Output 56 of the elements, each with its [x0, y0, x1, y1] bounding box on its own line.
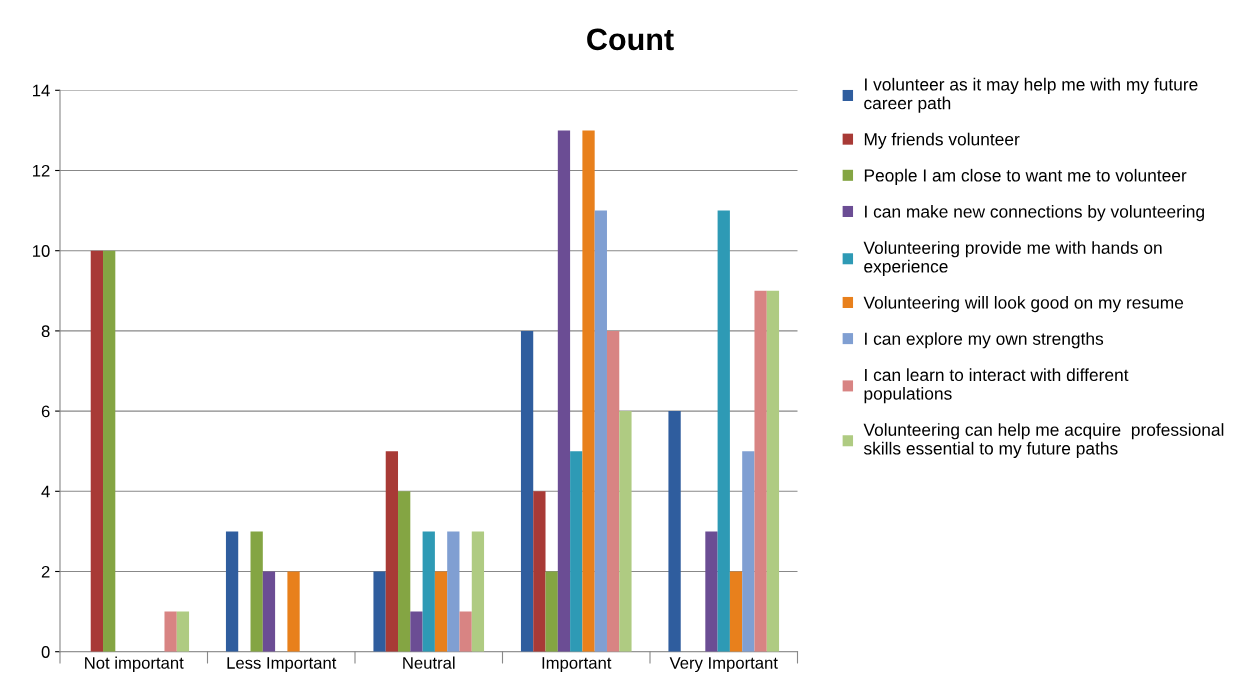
bar: [533, 491, 546, 652]
bar: [742, 451, 755, 652]
y-tick-label: 4: [41, 485, 50, 498]
legend-label: I can learn to interact with different populations: [864, 368, 1129, 404]
bar: [422, 531, 435, 652]
x-tick-label: Neutral: [403, 656, 455, 669]
y-tick-label: 12: [33, 164, 50, 177]
bar: [606, 330, 620, 652]
bar: [582, 130, 595, 652]
bar: [557, 130, 571, 652]
bar: [373, 571, 386, 652]
legend-label: I can explore my own strengths: [865, 332, 1104, 349]
y-tick-label: 6: [41, 405, 50, 418]
legend-label: Volunteering provide me with hands on experience: [863, 241, 1162, 277]
bar: [520, 330, 534, 652]
bar: [545, 571, 558, 652]
y-tick-label: 14: [33, 84, 50, 97]
bar: [410, 611, 423, 652]
bar: [570, 451, 583, 652]
bar: [668, 411, 681, 652]
bar: [766, 290, 780, 652]
bar: [398, 491, 411, 652]
bar: [90, 250, 104, 652]
y-tick-label: 2: [41, 565, 50, 578]
x-tick-label: Not important: [85, 656, 184, 673]
bar: [103, 250, 116, 652]
bar: [250, 531, 263, 652]
bar: [164, 611, 177, 652]
chart-title: Count: [587, 28, 674, 51]
y-tick-label: 10: [33, 245, 50, 257]
x-tick-label: Important: [542, 657, 612, 673]
legend-label: My friends volunteer: [864, 132, 1020, 149]
legend-label: I can make new connections by volunteering: [865, 205, 1204, 222]
legend-label: Volunteering will look good on my resume: [863, 296, 1184, 313]
legend-label: I volunteer as it may help me with my future career path: [864, 77, 1198, 113]
bar: [385, 451, 399, 652]
legend-label: People I am close to want me to volunteer: [864, 168, 1187, 186]
x-tick-label: Very Important: [669, 657, 778, 673]
bar: [287, 571, 300, 652]
bar: [459, 611, 472, 652]
legend-label: Volunteering can help me acquire professional skills essential to my future paths: [863, 423, 1224, 459]
bar: [262, 571, 276, 652]
bar: [447, 531, 460, 652]
bar: [176, 611, 190, 652]
bar: [619, 411, 632, 652]
bar: [754, 290, 767, 652]
bar: [717, 210, 730, 652]
bar: [225, 531, 239, 652]
x-tick-label: Less Important: [227, 657, 337, 673]
bar: [729, 571, 743, 652]
bar: [471, 531, 485, 652]
y-tick-label: 0: [41, 646, 50, 658]
bar: [434, 571, 448, 652]
bar: [594, 210, 607, 652]
bar: [705, 531, 718, 652]
y-tick-label: 8: [41, 325, 50, 338]
